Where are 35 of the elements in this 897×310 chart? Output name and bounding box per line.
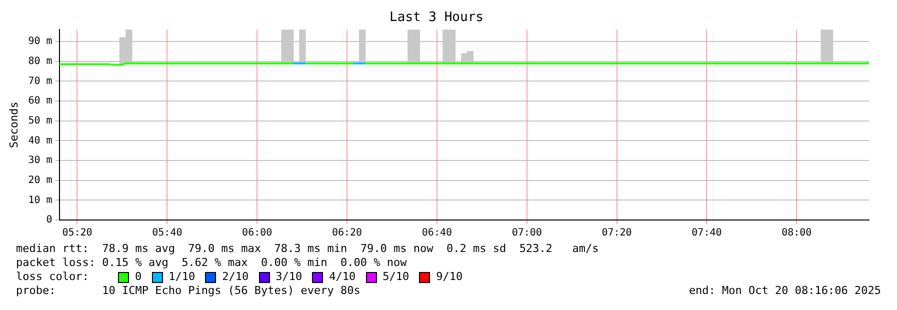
x-tick-label: 07:40	[692, 228, 722, 239]
y-tick-label: 20 m	[28, 174, 52, 186]
y-tick-label: 90 m	[28, 36, 52, 48]
y-tick-label: 60 m	[28, 96, 52, 107]
legend-label: 1/10	[168, 270, 196, 284]
text: end: Mon Oct 20 08:16:06 2025	[688, 284, 881, 298]
y-tick-label: 10 m	[28, 194, 52, 206]
legend-title: loss color:	[16, 270, 90, 284]
x-tick-label: 07:20	[602, 228, 632, 239]
legend-label: 2/10	[222, 270, 249, 284]
x-tick-label: 05:40	[152, 228, 182, 239]
y-axis-title: Seconds	[7, 102, 20, 148]
legend-label: 5/10	[382, 270, 410, 284]
legend-label: 0	[135, 270, 142, 284]
y-tick-label: 50 m	[28, 115, 52, 126]
x-tick-label: 08:00	[782, 228, 812, 239]
x-tick-label: 07:00	[512, 228, 542, 239]
text: probe: 10 ICMP Echo Pings (56 Bytes) every 80s	[16, 284, 360, 298]
bar	[299, 30, 306, 64]
y-tick-label: 30 m	[28, 155, 52, 166]
x-tick-label: 05:20	[62, 228, 92, 239]
y-tick-label: 70 m	[28, 76, 52, 87]
x-tick-label: 06:40	[422, 228, 452, 239]
y-tick-label: 80 m	[28, 56, 52, 67]
legend-label: 9/10	[436, 270, 463, 284]
text: packet loss: 0.15 % avg 5.62 % max 0.00 % min 0.00 % now	[16, 256, 408, 270]
x-tick-label: 06:00	[242, 228, 272, 239]
legend-label: 3/10	[276, 270, 302, 284]
y-tick-label: 0	[46, 214, 52, 226]
bar	[358, 30, 366, 64]
text: median rtt: 78.9 ms avg 79.0 ms max 78.3 ms min 79.0 ms now 0.2 ms sd 523.2 am/s	[16, 242, 600, 256]
legend-label: 4/10	[329, 270, 356, 284]
y-tick-label: 40 m	[28, 135, 52, 146]
chart-title: Last 3 Hours	[390, 10, 484, 26]
x-tick-label: 06:20	[332, 228, 362, 239]
